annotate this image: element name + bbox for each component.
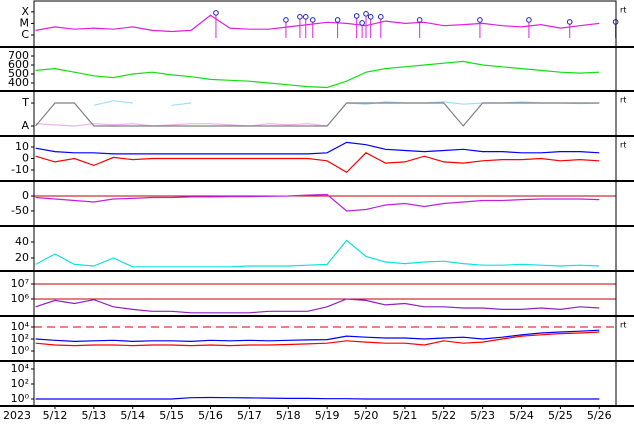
panel-frame <box>33 315 617 362</box>
flare-marker <box>377 14 384 20</box>
y-tick-label: 10⁴ <box>11 320 30 333</box>
data-line <box>35 102 600 127</box>
data-line <box>35 14 600 33</box>
x-tick-label: 5/16 <box>198 409 223 422</box>
x-tick-label: 5/25 <box>548 409 573 422</box>
annotation: rt <box>620 96 626 105</box>
flare-marker <box>477 17 483 23</box>
x-tick-label: 5/22 <box>431 409 456 422</box>
x-tick-label: 5/19 <box>315 409 340 422</box>
x-tick-label: 5/15 <box>159 409 184 422</box>
y-tick-label: 700 <box>8 49 29 62</box>
data-line <box>35 331 600 347</box>
y-tick-label: 10² <box>11 332 29 345</box>
y-tick-label: M <box>20 16 30 29</box>
data-line <box>35 60 600 89</box>
y-tick-label: 10⁰ <box>11 392 30 405</box>
data-line <box>35 329 600 343</box>
flare-marker <box>416 17 423 23</box>
y-tick-label: 400 <box>8 76 29 89</box>
y-tick-label: 500 <box>8 67 29 80</box>
y-tick-label: T <box>21 96 29 109</box>
y-tick-label: -50 <box>11 204 29 217</box>
flare-marker <box>359 20 365 26</box>
y-tick-label: 40 <box>15 235 29 248</box>
flare-marker <box>566 19 573 25</box>
y-tick-label: 0 <box>22 152 29 165</box>
data-line <box>35 193 600 212</box>
y-tick-label: 10⁴ <box>11 362 30 375</box>
y-tick-label: 600 <box>8 58 29 71</box>
x-tick-label: 5/18 <box>276 409 301 422</box>
data-line <box>35 396 600 400</box>
y-tick-label: A <box>21 119 29 132</box>
y-tick-label: C <box>21 28 29 41</box>
flare-marker <box>334 17 341 23</box>
flare-marker <box>297 14 303 20</box>
panel-frame <box>33 90 617 137</box>
data-line <box>35 152 600 174</box>
y-tick-label: 10⁷ <box>11 277 29 290</box>
flare-marker <box>302 14 309 20</box>
flare-marker <box>353 13 360 19</box>
x-axis-label: 2023 <box>3 409 31 422</box>
x-tick-label: 5/20 <box>354 409 379 422</box>
flare-marker <box>283 17 289 23</box>
panel-frame <box>33 180 617 227</box>
y-tick-label: 10⁰ <box>11 344 30 357</box>
data-line <box>35 298 600 314</box>
x-tick-label: 5/21 <box>393 409 418 422</box>
x-tick-label: 5/26 <box>587 409 612 422</box>
annotation: rt <box>620 141 626 150</box>
y-tick-label: 10⁶ <box>11 292 30 305</box>
flare-marker <box>367 14 374 20</box>
y-tick-label: -10 <box>11 163 29 176</box>
x-tick-label: 5/13 <box>82 409 107 422</box>
x-tick-label: 5/23 <box>470 409 495 422</box>
y-tick-label: 20 <box>15 251 29 264</box>
y-tick-label: 0 <box>22 189 29 202</box>
y-tick-label: 10² <box>11 377 29 390</box>
annotation: rt <box>620 321 626 330</box>
x-tick-label: 5/12 <box>43 409 68 422</box>
x-tick-label: 5/14 <box>120 409 145 422</box>
data-line <box>35 239 600 268</box>
y-tick-label: X <box>21 5 29 18</box>
flare-marker <box>526 17 532 23</box>
x-tick-label: 5/24 <box>509 409 534 422</box>
flare-marker <box>213 10 219 16</box>
flare-marker <box>363 11 369 17</box>
x-tick-label: 5/17 <box>237 409 262 422</box>
annotation: rt <box>620 6 626 15</box>
data-line <box>35 141 600 155</box>
y-tick-label: 10 <box>15 140 29 153</box>
flare-marker <box>309 17 316 23</box>
